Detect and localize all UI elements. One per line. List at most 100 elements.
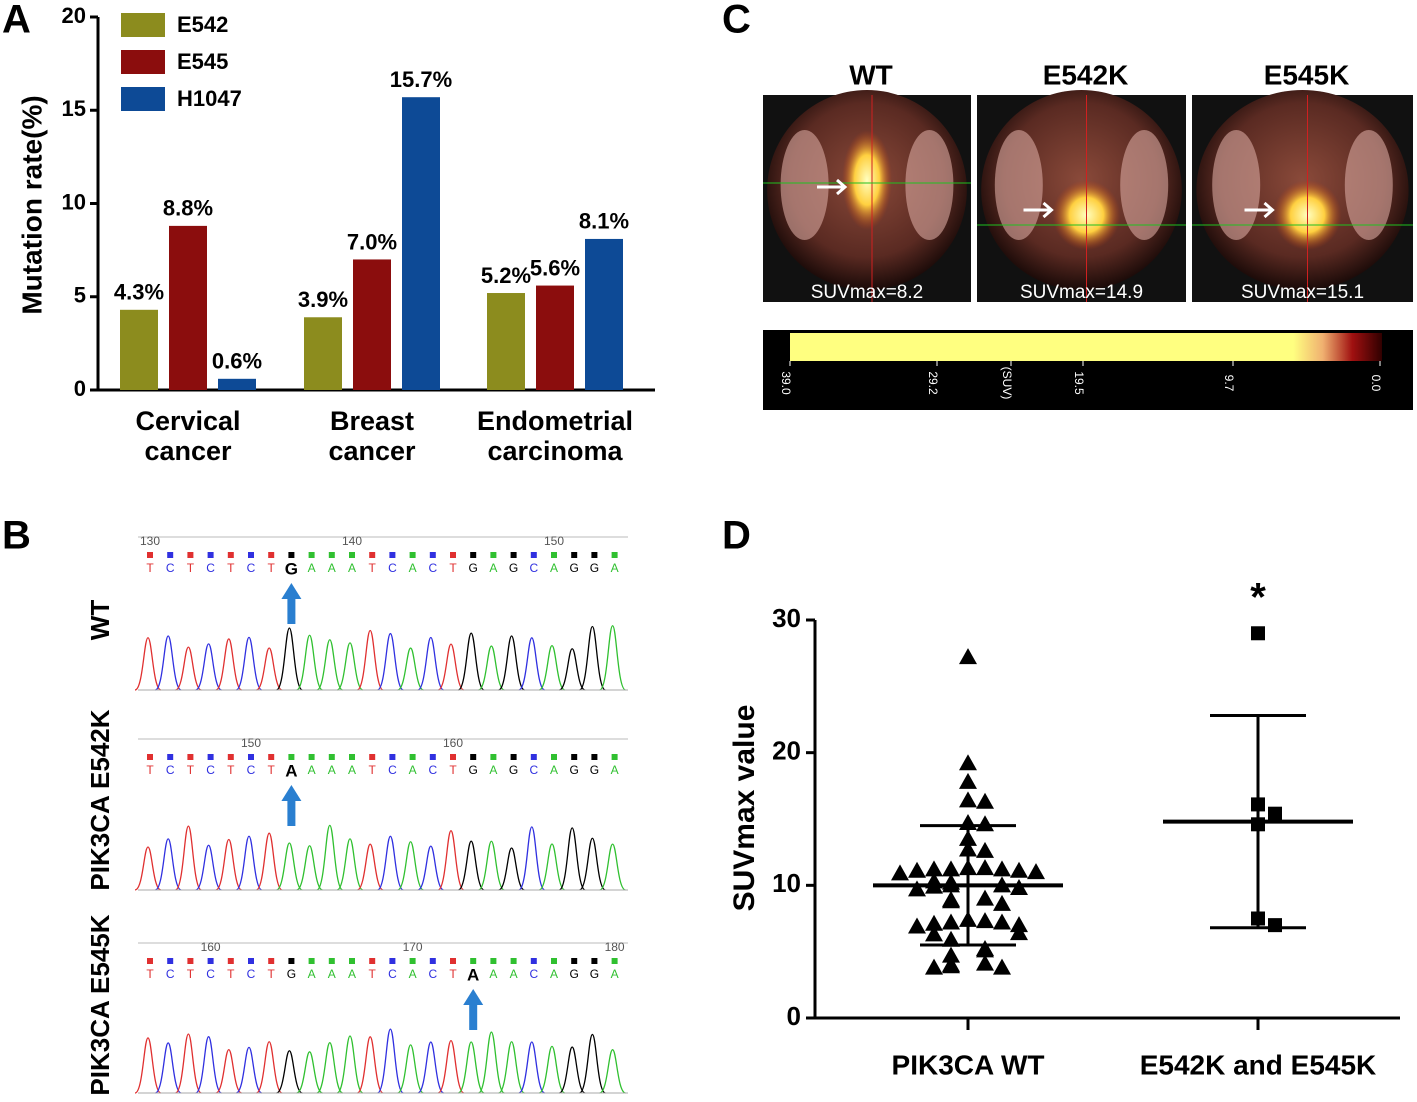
base-square: [288, 958, 295, 964]
chromatogram-peak: [154, 1042, 182, 1094]
chromatogram-peak: [599, 843, 626, 891]
legend-swatch: [121, 50, 165, 74]
chromatogram-peak: [275, 627, 304, 691]
y-axis-label: Mutation rate(%): [16, 95, 47, 314]
base: G: [287, 967, 296, 981]
y-tick-label: 20: [62, 3, 86, 28]
chromatogram-peak: [538, 644, 566, 691]
data-point: [942, 892, 960, 909]
bar: [536, 285, 574, 390]
base: A: [550, 967, 558, 981]
base: C: [166, 561, 175, 575]
x-tick-label: Cervical: [135, 406, 240, 436]
chromatogram-peak: [356, 629, 384, 691]
base: A: [409, 763, 417, 777]
base: A: [348, 967, 356, 981]
base-square: [308, 552, 315, 558]
chromatogram-peak: [154, 635, 182, 691]
base-square: [530, 754, 537, 760]
bar: [218, 378, 256, 390]
value-label: 8.1%: [579, 209, 629, 234]
base: C: [247, 763, 256, 777]
base-square: [450, 552, 456, 558]
base: T: [227, 763, 235, 777]
colorbar-label: 0.0: [1369, 375, 1383, 392]
y-tick-label: 5: [74, 283, 86, 308]
base: T: [146, 561, 154, 575]
chromatogram-peak: [154, 838, 182, 891]
base-square: [187, 552, 194, 558]
value-label: 5.2%: [481, 263, 531, 288]
bar: [487, 293, 525, 390]
base: C: [529, 967, 538, 981]
position-label: 160: [201, 940, 221, 954]
data-point: [1010, 924, 1028, 941]
legend-swatch: [121, 13, 165, 37]
base-square: [288, 754, 295, 760]
data-point: [1251, 626, 1265, 641]
bar: [304, 317, 342, 390]
data-point: [925, 925, 943, 942]
chromatogram-peak: [336, 838, 364, 891]
data-point: [976, 792, 994, 809]
chromatogram-peak: [498, 847, 525, 891]
base-square: [490, 552, 497, 558]
bar: [353, 259, 391, 390]
chromatogram-peak: [316, 824, 344, 891]
base-square: [429, 552, 436, 558]
legend-label: E545: [177, 49, 228, 74]
chromatogram-peak: [578, 625, 607, 691]
base: C: [388, 763, 397, 777]
chromatogram-peak: [578, 837, 607, 891]
data-point: [1010, 861, 1028, 878]
base: G: [570, 561, 579, 575]
x-tick-label: PIK3CA WT: [892, 1049, 1045, 1080]
base: A: [308, 967, 316, 981]
x-tick-label: cancer: [144, 436, 232, 466]
base: G: [590, 967, 599, 981]
chromatogram-peak: [215, 638, 243, 691]
base-square: [227, 754, 234, 760]
base: G: [570, 763, 579, 777]
bone: [905, 130, 954, 240]
chromatogram-peak: [276, 1050, 303, 1094]
chromatogram-peak: [396, 841, 425, 891]
base-square: [227, 958, 234, 964]
bar: [120, 309, 158, 390]
chromatogram-peak: [215, 1048, 243, 1094]
base-square: [409, 958, 416, 964]
base: T: [369, 967, 377, 981]
base-square: [308, 754, 315, 760]
data-point: [993, 894, 1011, 911]
colorbar-label: 9.7: [1222, 375, 1236, 392]
data-point: [993, 860, 1011, 877]
base: A: [348, 561, 356, 575]
value-label: 5.6%: [530, 255, 580, 280]
position-label: 150: [544, 534, 564, 548]
base: C: [166, 967, 175, 981]
called-base: A: [467, 965, 479, 984]
chromatogram-peak: [497, 635, 526, 691]
base: C: [206, 561, 215, 575]
chromatogram-peak: [336, 642, 364, 691]
chromatogram-peak: [376, 1028, 405, 1094]
chromatogram-peak: [134, 1037, 162, 1094]
panel-label: B: [2, 514, 31, 558]
base: A: [409, 967, 417, 981]
base: C: [166, 763, 175, 777]
base-square: [167, 754, 174, 760]
chromatogram-peak: [215, 838, 243, 891]
data-point: [976, 912, 994, 929]
data-point: [942, 930, 960, 947]
arrow: [1023, 201, 1054, 219]
base: A: [308, 561, 316, 575]
base-square: [248, 754, 254, 760]
base-square: [369, 958, 376, 964]
base: A: [510, 967, 518, 981]
chromatogram-peak: [174, 1033, 203, 1094]
data-point: [942, 913, 960, 930]
base-square: [551, 754, 557, 760]
data-point: [976, 815, 994, 832]
bar: [585, 238, 623, 390]
colorbar-label: 39.0: [779, 371, 793, 395]
